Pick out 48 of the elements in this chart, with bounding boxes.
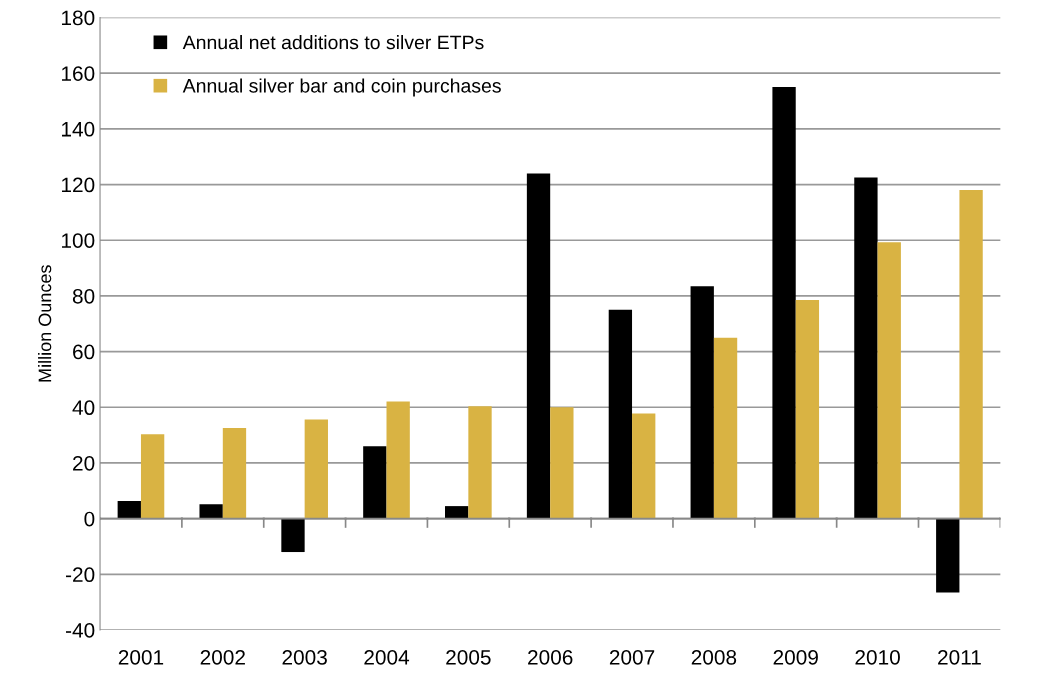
y-tick-label: 80: [72, 288, 95, 304]
x-tick-label: 2005: [446, 649, 491, 665]
bar: [526, 173, 551, 519]
y-tick-label: 160: [62, 66, 95, 81]
bar: [877, 242, 901, 519]
y-tick-label: 180: [62, 10, 95, 26]
bar: [632, 413, 656, 519]
x-tick-label: 2006: [528, 649, 573, 665]
y-tick-label: 40: [72, 400, 95, 416]
bar: [795, 300, 820, 519]
x-tick-label: 2010: [855, 649, 900, 665]
x-tick-label: 2009: [773, 649, 818, 665]
x-tick-label: 2011: [938, 649, 981, 665]
x-tick-label: 2007: [609, 649, 655, 665]
y-tick-label: 0: [84, 511, 95, 527]
bar: [550, 407, 574, 519]
y-tick-label: 20: [73, 455, 95, 471]
x-tick-label: 2002: [200, 649, 245, 665]
bar: [854, 177, 878, 519]
bar: [363, 446, 387, 519]
bar: [117, 501, 141, 519]
y-tick-label: 120: [62, 177, 95, 193]
bar: [445, 506, 469, 519]
bar: [386, 401, 410, 519]
bar: [690, 286, 714, 519]
x-tick-label: 2001: [118, 649, 164, 665]
bar: [199, 504, 223, 519]
bar: [608, 309, 633, 519]
bar: [713, 337, 738, 519]
bar: [936, 518, 960, 593]
x-tick-label: 2003: [282, 649, 327, 665]
y-tick-label: -20: [65, 567, 95, 583]
x-tick-label: 2004: [364, 649, 410, 665]
bar: [304, 419, 328, 519]
bar: [468, 406, 492, 519]
y-tick-label: 140: [62, 121, 95, 137]
bar: [281, 518, 305, 553]
y-tick-label: 60: [73, 344, 95, 360]
bar: [222, 427, 247, 519]
bar: [140, 434, 165, 519]
legend-label: Annual net additions to silver ETPs: [182, 35, 484, 50]
y-axis-title: Million Ounces: [38, 265, 52, 382]
bar: [959, 190, 983, 519]
legend-label: Annual silver bar and coin purchases: [182, 78, 501, 97]
y-tick-label: 100: [62, 233, 95, 248]
y-tick-label: -40: [65, 623, 95, 638]
x-tick-label: 2008: [691, 649, 737, 665]
bar: [772, 87, 796, 519]
